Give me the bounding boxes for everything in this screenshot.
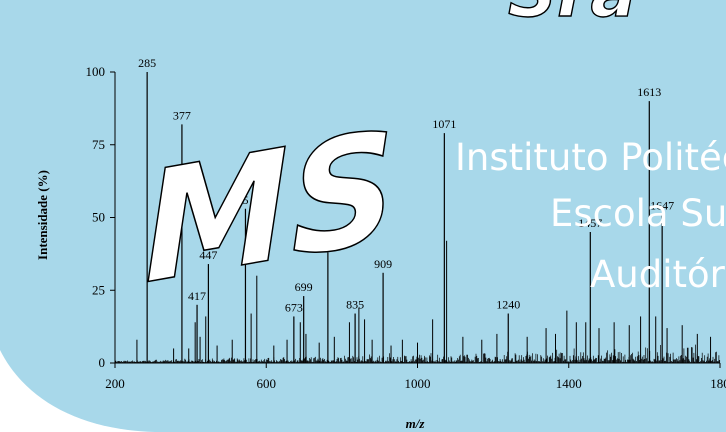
peak-label-447: 447 (199, 248, 217, 262)
x-tick-label: 180 (710, 376, 726, 391)
peak-label-835: 835 (346, 298, 364, 312)
peak-label-763: 763 (319, 236, 337, 250)
peak-label-285: 285 (138, 56, 156, 70)
overlay-text-lines: Instituto Politéc Escola Sup Auditóri (455, 136, 726, 296)
corner-logo-glyphs: Sra (508, 0, 636, 33)
y-tick-label: 50 (92, 210, 105, 225)
x-tick-label: 1000 (405, 376, 431, 391)
peak-labels: 285 377 417 447 5 673 699 763 835 909 1071 1240 1457… (138, 56, 674, 314)
peak-label-417: 417 (188, 289, 206, 303)
spectrum-plot (115, 72, 721, 363)
x-tick-label: 600 (257, 376, 277, 391)
x-tick-label: 200 (105, 376, 125, 391)
y-tick-label: 75 (92, 137, 105, 152)
y-tick-label: 100 (86, 64, 106, 79)
x-axis-title: m/z (406, 416, 426, 431)
peak-label-1613: 1613 (637, 85, 661, 99)
peak-label-377: 377 (173, 108, 191, 122)
peak-label-1240: 1240 (496, 298, 520, 312)
x-tick-label: 1400 (556, 376, 582, 391)
peak-label-1647: 1647 (650, 199, 674, 213)
overlay-line-auditorium: Auditóri (590, 253, 726, 296)
overlay-line-institute: Instituto Politéc (455, 136, 726, 179)
peak-label-5: 5 (242, 193, 248, 207)
peak-label-1457: 1457 (578, 216, 602, 230)
y-axis-title: Intensidade (%) (35, 170, 50, 260)
peak-label-673: 673 (285, 300, 303, 314)
y-tick-label: 0 (99, 355, 106, 370)
peak-label-1071: 1071 (432, 117, 456, 131)
overlay-line-school: Escola Sup (550, 192, 726, 235)
peak-label-699: 699 (295, 280, 313, 294)
peak-label-909: 909 (374, 257, 392, 271)
y-tick-label: 25 (92, 282, 105, 297)
